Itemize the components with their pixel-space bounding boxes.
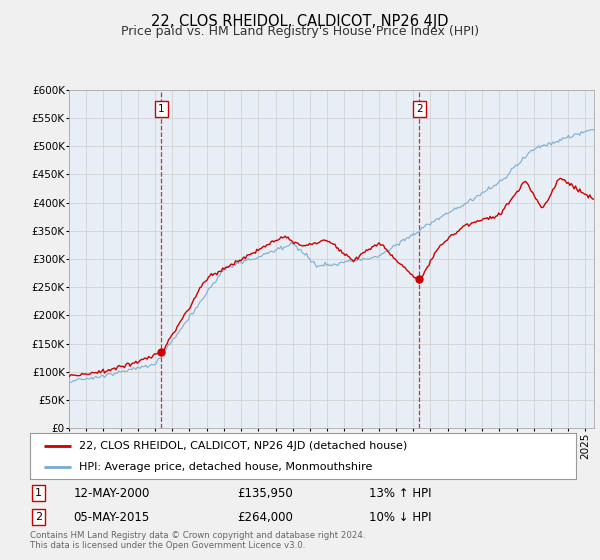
Text: 1: 1 — [35, 488, 41, 498]
Text: This data is licensed under the Open Government Licence v3.0.: This data is licensed under the Open Gov… — [30, 541, 305, 550]
Text: 22, CLOS RHEIDOL, CALDICOT, NP26 4JD (detached house): 22, CLOS RHEIDOL, CALDICOT, NP26 4JD (de… — [79, 441, 407, 451]
Text: £135,950: £135,950 — [238, 487, 293, 500]
Text: Price paid vs. HM Land Registry's House Price Index (HPI): Price paid vs. HM Land Registry's House … — [121, 25, 479, 38]
Text: 13% ↑ HPI: 13% ↑ HPI — [368, 487, 431, 500]
Text: £264,000: £264,000 — [238, 511, 293, 524]
Text: Contains HM Land Registry data © Crown copyright and database right 2024.: Contains HM Land Registry data © Crown c… — [30, 531, 365, 540]
Text: 22, CLOS RHEIDOL, CALDICOT, NP26 4JD: 22, CLOS RHEIDOL, CALDICOT, NP26 4JD — [151, 14, 449, 29]
Text: 10% ↓ HPI: 10% ↓ HPI — [368, 511, 431, 524]
Text: 2: 2 — [416, 104, 422, 114]
Text: 05-MAY-2015: 05-MAY-2015 — [74, 511, 150, 524]
Text: 2: 2 — [35, 512, 42, 522]
Text: 1: 1 — [158, 104, 164, 114]
Text: HPI: Average price, detached house, Monmouthshire: HPI: Average price, detached house, Monm… — [79, 463, 373, 472]
Text: 12-MAY-2000: 12-MAY-2000 — [74, 487, 150, 500]
